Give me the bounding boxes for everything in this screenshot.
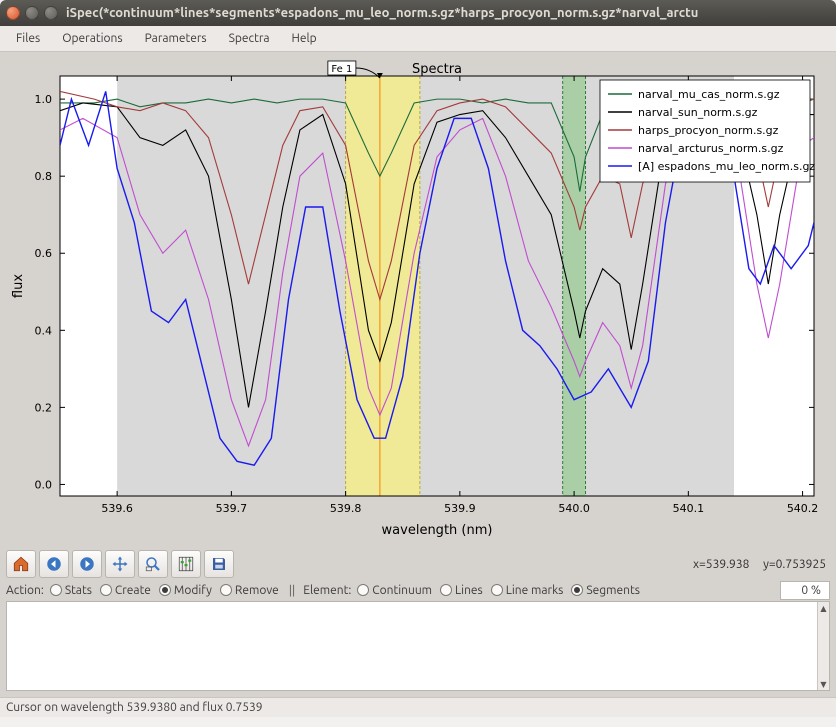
log-area[interactable]: ▲ ▼ <box>6 601 830 691</box>
scroll-down-icon[interactable]: ▼ <box>818 678 830 690</box>
zoom-button[interactable] <box>138 550 168 578</box>
progress-percent: 0 % <box>780 581 830 600</box>
save-button[interactable] <box>204 550 234 578</box>
configure-button[interactable] <box>171 550 201 578</box>
forward-button[interactable] <box>72 550 102 578</box>
svg-text:narval_mu_cas_norm.s.gz: narval_mu_cas_norm.s.gz <box>638 88 780 101</box>
plot-area[interactable]: 539.6 539.7 539.8 539.9 540.0 540.1 540.2 0.0 0.… <box>6 58 830 547</box>
svg-text:0.2: 0.2 <box>35 401 53 414</box>
svg-text:540.2: 540.2 <box>787 502 819 515</box>
menu-spectra[interactable]: Spectra <box>219 29 280 48</box>
svg-text:0.6: 0.6 <box>35 247 53 260</box>
svg-text:0.4: 0.4 <box>35 324 53 337</box>
window-title: iSpec(*continuum*lines*segments*espadons… <box>66 6 698 20</box>
menu-parameters[interactable]: Parameters <box>135 29 217 48</box>
coord-x: x=539.938 <box>693 558 749 571</box>
pan-button[interactable] <box>105 550 135 578</box>
nav-toolbar: x=539.938 y=0.753925 <box>6 549 830 579</box>
statusbar: Cursor on wavelength 539.9380 and flux 0… <box>0 697 836 717</box>
svg-text:1.0: 1.0 <box>35 93 53 106</box>
svg-text:539.9: 539.9 <box>444 502 476 515</box>
home-button[interactable] <box>6 550 36 578</box>
menu-operations[interactable]: Operations <box>52 29 132 48</box>
svg-text:0.8: 0.8 <box>35 170 53 183</box>
svg-text:540.0: 540.0 <box>558 502 590 515</box>
svg-text:flux: flux <box>11 274 26 298</box>
element-label: Element: <box>303 584 351 597</box>
titlebar: iSpec(*continuum*lines*segments*espadons… <box>0 0 836 26</box>
svg-text:Spectra: Spectra <box>412 62 462 77</box>
minimize-icon[interactable] <box>25 6 39 20</box>
coord-y: y=0.753925 <box>763 558 826 571</box>
svg-text:540.1: 540.1 <box>673 502 705 515</box>
action-bar: Action: Stats Create Modify Remove || El… <box>6 579 830 601</box>
maximize-icon[interactable] <box>44 6 58 20</box>
menu-files[interactable]: Files <box>6 29 50 48</box>
svg-text:539.7: 539.7 <box>216 502 248 515</box>
separator: || <box>289 584 295 597</box>
svg-text:narval_sun_norm.s.gz: narval_sun_norm.s.gz <box>638 106 758 119</box>
element-continuum[interactable]: Continuum <box>357 584 432 597</box>
svg-text:539.6: 539.6 <box>101 502 133 515</box>
element-lines[interactable]: Lines <box>440 584 483 597</box>
action-stats[interactable]: Stats <box>50 584 92 597</box>
svg-text:0.0: 0.0 <box>35 478 53 491</box>
menubar: Files Operations Parameters Spectra Help <box>0 26 836 52</box>
action-remove[interactable]: Remove <box>220 584 279 597</box>
element-line-marks[interactable]: Line marks <box>491 584 564 597</box>
action-modify[interactable]: Modify <box>159 584 212 597</box>
status-text: Cursor on wavelength 539.9380 and flux 0… <box>6 701 263 714</box>
menu-help[interactable]: Help <box>282 29 327 48</box>
action-label: Action: <box>6 584 44 597</box>
svg-text:harps_procyon_norm.s.gz: harps_procyon_norm.s.gz <box>638 124 779 137</box>
svg-text:narval_arcturus_norm.s.gz: narval_arcturus_norm.s.gz <box>638 142 784 155</box>
svg-text:Fe 1: Fe 1 <box>331 64 352 75</box>
action-create[interactable]: Create <box>100 584 151 597</box>
element-segments[interactable]: Segments <box>571 584 640 597</box>
svg-text:539.8: 539.8 <box>330 502 362 515</box>
scrollbar[interactable]: ▲ ▼ <box>817 602 829 690</box>
back-button[interactable] <box>39 550 69 578</box>
close-icon[interactable] <box>6 6 20 20</box>
svg-text:wavelength (nm): wavelength (nm) <box>382 523 493 538</box>
cursor-coords: x=539.938 y=0.753925 <box>693 558 830 571</box>
scroll-up-icon[interactable]: ▲ <box>818 602 830 614</box>
svg-text:[A] espadons_mu_leo_norm.s.gz: [A] espadons_mu_leo_norm.s.gz <box>638 160 815 173</box>
